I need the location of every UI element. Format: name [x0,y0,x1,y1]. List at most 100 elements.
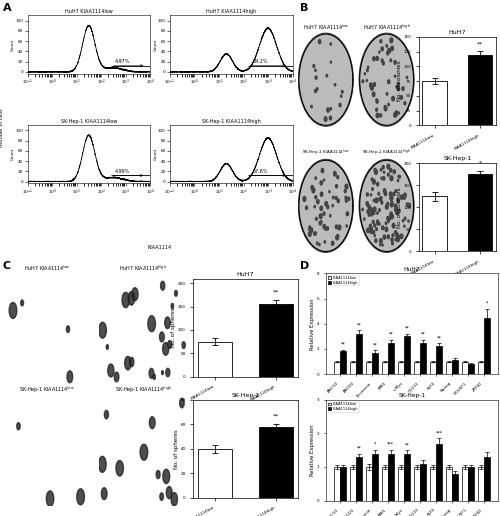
Circle shape [149,368,154,378]
Circle shape [394,75,396,77]
Circle shape [392,96,394,101]
Circle shape [390,197,392,201]
Text: **: ** [356,445,361,450]
Circle shape [330,116,332,120]
Circle shape [397,87,400,91]
Circle shape [332,241,334,245]
Bar [198,342,232,377]
Circle shape [369,228,372,232]
Circle shape [390,201,393,205]
Circle shape [376,100,378,103]
Circle shape [382,61,384,65]
Circle shape [382,226,384,230]
Text: ***: *** [436,430,442,436]
Circle shape [148,316,156,332]
Circle shape [371,227,372,230]
Circle shape [162,343,168,356]
Circle shape [314,69,316,71]
Circle shape [398,209,400,213]
Circle shape [397,199,399,202]
Circle shape [395,231,396,234]
Circle shape [360,34,414,125]
Circle shape [116,460,124,476]
Circle shape [180,398,184,408]
Circle shape [316,217,317,220]
Circle shape [406,203,407,205]
Title: HuH7 KIAA1114$^{high}$: HuH7 KIAA1114$^{high}$ [362,22,410,31]
Circle shape [299,160,353,251]
Title: SK-Hep-1: SK-Hep-1 [231,393,260,398]
Circle shape [364,218,365,220]
Circle shape [400,95,402,99]
Title: HuH7: HuH7 [236,272,254,277]
Bar [372,454,378,501]
Circle shape [406,76,408,78]
Circle shape [376,228,378,231]
Text: **: ** [372,342,378,347]
Text: D: D [300,261,309,270]
Bar [382,467,388,501]
Circle shape [372,178,373,181]
Circle shape [404,193,406,198]
Circle shape [313,64,314,68]
Circle shape [67,371,72,383]
Circle shape [408,220,409,222]
Circle shape [337,175,338,179]
Bar [478,467,484,501]
Circle shape [160,281,165,290]
Circle shape [122,292,130,308]
Circle shape [391,238,393,241]
Bar [366,467,372,501]
Circle shape [379,223,380,225]
Circle shape [376,99,377,101]
Bar [340,467,346,501]
Circle shape [382,176,385,180]
Circle shape [392,242,394,245]
Circle shape [376,56,378,60]
Circle shape [108,364,114,377]
Circle shape [166,487,172,498]
Bar [356,457,362,501]
Circle shape [390,169,392,172]
Circle shape [314,232,316,235]
Circle shape [324,241,326,243]
Title: SK-Hep-1: SK-Hep-1 [398,393,425,398]
Circle shape [380,238,382,243]
Circle shape [348,197,350,201]
Circle shape [384,189,386,192]
Circle shape [374,168,376,172]
Title: HuH7 KIAA1114$^{high}$: HuH7 KIAA1114$^{high}$ [119,264,167,273]
Bar [398,362,404,374]
Circle shape [311,186,314,190]
Circle shape [308,227,311,231]
Circle shape [334,84,336,86]
Title: HuH7 KIAA1114$^{low}$: HuH7 KIAA1114$^{low}$ [24,264,70,273]
Legend: KIAA1114low, KIAA1114high: KIAA1114low, KIAA1114high [328,401,358,412]
Circle shape [390,59,392,62]
Bar [388,454,394,501]
Circle shape [329,190,330,192]
Circle shape [366,69,368,72]
Circle shape [320,206,322,211]
Circle shape [323,224,326,229]
Text: 84.2%: 84.2% [252,59,268,64]
Circle shape [394,207,397,212]
Circle shape [171,493,177,506]
Circle shape [162,370,164,375]
Text: **: ** [356,322,361,327]
Circle shape [346,225,348,227]
Bar [420,463,426,501]
Text: **: ** [404,326,409,331]
Circle shape [386,217,389,220]
Circle shape [384,192,386,196]
Circle shape [156,471,160,479]
Circle shape [378,192,380,195]
Circle shape [311,105,312,108]
Circle shape [398,112,400,114]
Circle shape [395,238,397,241]
Circle shape [394,112,396,117]
Bar [420,343,426,374]
Circle shape [392,215,394,218]
Circle shape [366,79,368,82]
Circle shape [128,292,134,305]
